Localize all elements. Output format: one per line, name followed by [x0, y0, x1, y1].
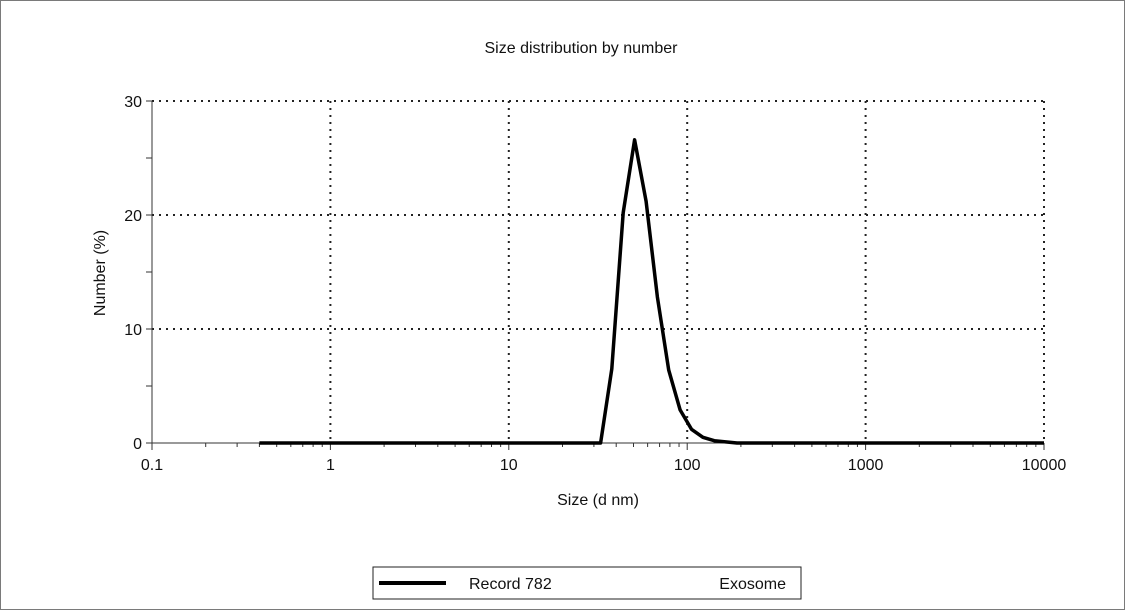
legend-label-record: Record 782 [469, 576, 552, 593]
axes [151, 101, 1044, 444]
x-tick-label: 10 [500, 457, 518, 474]
legend: Record 782 Exosome [372, 566, 802, 600]
x-tick-label: 1 [326, 457, 335, 474]
series-layer [259, 138, 1044, 445]
y-tick-label: 10 [124, 322, 142, 339]
x-tick-label: 10000 [1022, 457, 1067, 474]
y-axis-ticks: 0 10 20 30 [124, 94, 152, 453]
y-tick-label: 20 [124, 208, 142, 225]
legend-label-sample: Exosome [719, 576, 786, 593]
x-tick-label: 1000 [848, 457, 884, 474]
x-tick-label: 0.1 [141, 457, 163, 474]
series-line-record-782 [259, 138, 1044, 445]
y-axis-title: Number (%) [92, 230, 109, 316]
x-axis-ticks: 0.1 1 10 100 1000 10000 [141, 443, 1066, 474]
chart-title: Size distribution by number [485, 40, 679, 57]
y-tick-label: 0 [133, 436, 142, 453]
y-tick-label: 30 [124, 94, 142, 111]
x-tick-label: 100 [674, 457, 701, 474]
grid [152, 100, 1045, 443]
x-axis-title: Size (d nm) [557, 492, 639, 509]
